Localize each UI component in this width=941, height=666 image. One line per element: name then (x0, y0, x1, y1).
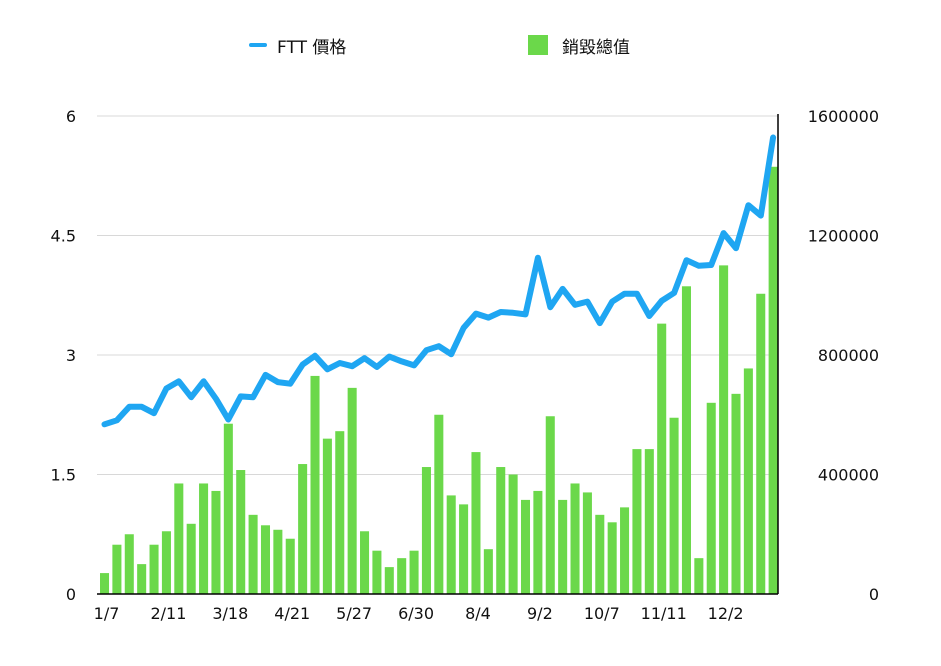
bar (335, 431, 345, 594)
x-tick-label: 4/21 (274, 604, 310, 623)
bar (223, 423, 233, 594)
bar (273, 529, 283, 594)
y-left-tick-label: 6 (66, 107, 76, 126)
bar (706, 402, 716, 594)
legend-item-price: FTT 價格 (249, 30, 346, 60)
bar (471, 452, 481, 594)
x-tick-label: 9/2 (527, 604, 553, 623)
bar (310, 375, 320, 594)
bar (161, 531, 171, 594)
bar (421, 467, 431, 594)
bar (620, 507, 630, 594)
bar (719, 265, 729, 594)
bar (397, 558, 407, 594)
bar (743, 368, 753, 594)
bar (756, 293, 766, 594)
bar (199, 483, 209, 594)
bar (112, 544, 122, 594)
bar (644, 449, 654, 594)
bar (459, 504, 469, 594)
x-tick-label: 6/30 (398, 604, 434, 623)
bar (595, 514, 605, 594)
bar (520, 499, 531, 594)
bar (632, 449, 642, 594)
bar (545, 416, 555, 594)
y-left-tick-label: 0 (66, 585, 76, 604)
bar (137, 564, 147, 594)
bar (360, 531, 370, 594)
bar (446, 495, 456, 594)
bar (533, 490, 543, 594)
bar (657, 323, 667, 594)
legend-line-swatch (249, 43, 267, 47)
legend-burn-label: 銷毀總值 (562, 37, 630, 58)
bar (248, 514, 258, 594)
bar (681, 286, 691, 594)
y-left-tick-label: 4.5 (51, 227, 76, 246)
y-right-tick-label: 1600000 (808, 107, 879, 126)
x-tick-label: 12/2 (708, 604, 744, 623)
bar (508, 474, 518, 594)
bar (298, 464, 308, 594)
x-tick-label: 8/4 (465, 604, 491, 623)
bar (100, 573, 110, 594)
x-tick-label: 3/18 (212, 604, 248, 623)
bar (174, 483, 184, 594)
bar (384, 567, 394, 594)
bar (694, 558, 704, 594)
y-right-tick-label: 0 (869, 585, 879, 604)
y-right-tick-label: 400000 (818, 466, 879, 485)
y-left-tick-label: 3 (66, 346, 76, 365)
x-tick-label: 10/7 (584, 604, 620, 623)
bar (570, 483, 580, 594)
bar (322, 438, 332, 594)
bar (149, 544, 159, 594)
bar (434, 414, 444, 594)
bar (372, 550, 382, 594)
y-right-tick-label: 800000 (818, 346, 879, 365)
bar (669, 417, 679, 594)
price-line (101, 134, 777, 428)
bar (186, 523, 196, 594)
bar (211, 490, 221, 594)
bar (768, 166, 778, 594)
bar (347, 387, 357, 594)
bar (285, 538, 295, 594)
bar (483, 549, 493, 594)
bar (731, 393, 741, 594)
bar (607, 522, 617, 594)
bar (409, 550, 419, 594)
bar (558, 499, 568, 594)
x-tick-label: 2/11 (150, 604, 186, 623)
y-right-tick-label: 1200000 (808, 227, 879, 246)
bar (582, 492, 592, 594)
x-tick-label: 11/11 (641, 604, 687, 623)
y-left-tick-label: 1.5 (51, 466, 76, 485)
legend-bar-swatch (528, 35, 548, 55)
legend-item-burn: 銷毀總值 (528, 30, 630, 60)
bar (236, 470, 246, 594)
bar (496, 467, 506, 594)
x-tick-label: 1/7 (94, 604, 120, 623)
x-tick-label: 5/27 (336, 604, 372, 623)
legend-price-label: FTT 價格 (277, 37, 347, 58)
bar (124, 534, 134, 594)
bar (260, 525, 271, 594)
